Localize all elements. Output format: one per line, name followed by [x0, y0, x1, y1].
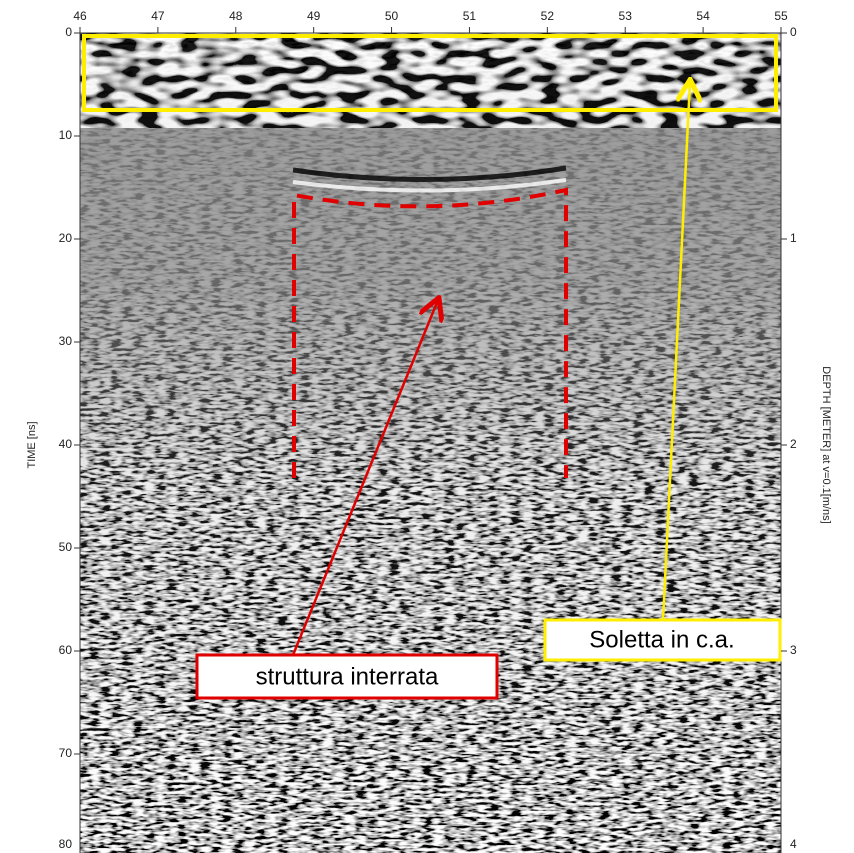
- x-tick-label: 46: [73, 9, 87, 23]
- y2-tick-label: 1: [790, 231, 797, 245]
- arrow: [291, 300, 438, 656]
- annotation-box: [543, 618, 782, 662]
- x-tick-label: 55: [774, 9, 788, 23]
- y-tick-label: 80: [59, 837, 73, 851]
- y2-axis-title: DEPTH [METER] at v=0.1[m/ns]: [820, 366, 832, 523]
- y-tick-label: 20: [59, 231, 73, 245]
- x-tick-label: 54: [696, 9, 710, 23]
- y2-tick-label: 0: [790, 25, 797, 39]
- annotation-box: [195, 653, 499, 700]
- y-tick-label: 60: [59, 643, 73, 657]
- annotation: struttura interrata: [256, 663, 439, 690]
- radargram-image: [80, 33, 781, 853]
- structure-outline: [292, 187, 568, 478]
- y-tick-label: 0: [65, 25, 72, 39]
- arrow: [661, 82, 690, 621]
- y-tick-label: 30: [59, 334, 73, 348]
- y-tick-label: 50: [59, 540, 73, 554]
- x-tick-label: 48: [229, 9, 243, 23]
- x-tick-label: 47: [151, 9, 165, 23]
- y-tick-label: 70: [59, 746, 73, 760]
- x-tick-label: 49: [307, 9, 321, 23]
- x-tick-label: 53: [619, 9, 633, 23]
- x-tick-label: 50: [385, 9, 399, 23]
- y2-tick-label: 4: [790, 837, 797, 851]
- y-axis-title: TIME [ns]: [26, 421, 38, 468]
- annotation: Soletta in c.a.: [589, 626, 734, 653]
- y-tick-label: 10: [59, 128, 73, 142]
- y2-tick-label: 3: [790, 643, 797, 657]
- y2-tick-label: 2: [790, 437, 797, 451]
- y-tick-label: 40: [59, 437, 73, 451]
- x-tick-label: 52: [541, 9, 555, 23]
- x-tick-label: 51: [463, 9, 477, 23]
- slab-highlight: [82, 34, 778, 112]
